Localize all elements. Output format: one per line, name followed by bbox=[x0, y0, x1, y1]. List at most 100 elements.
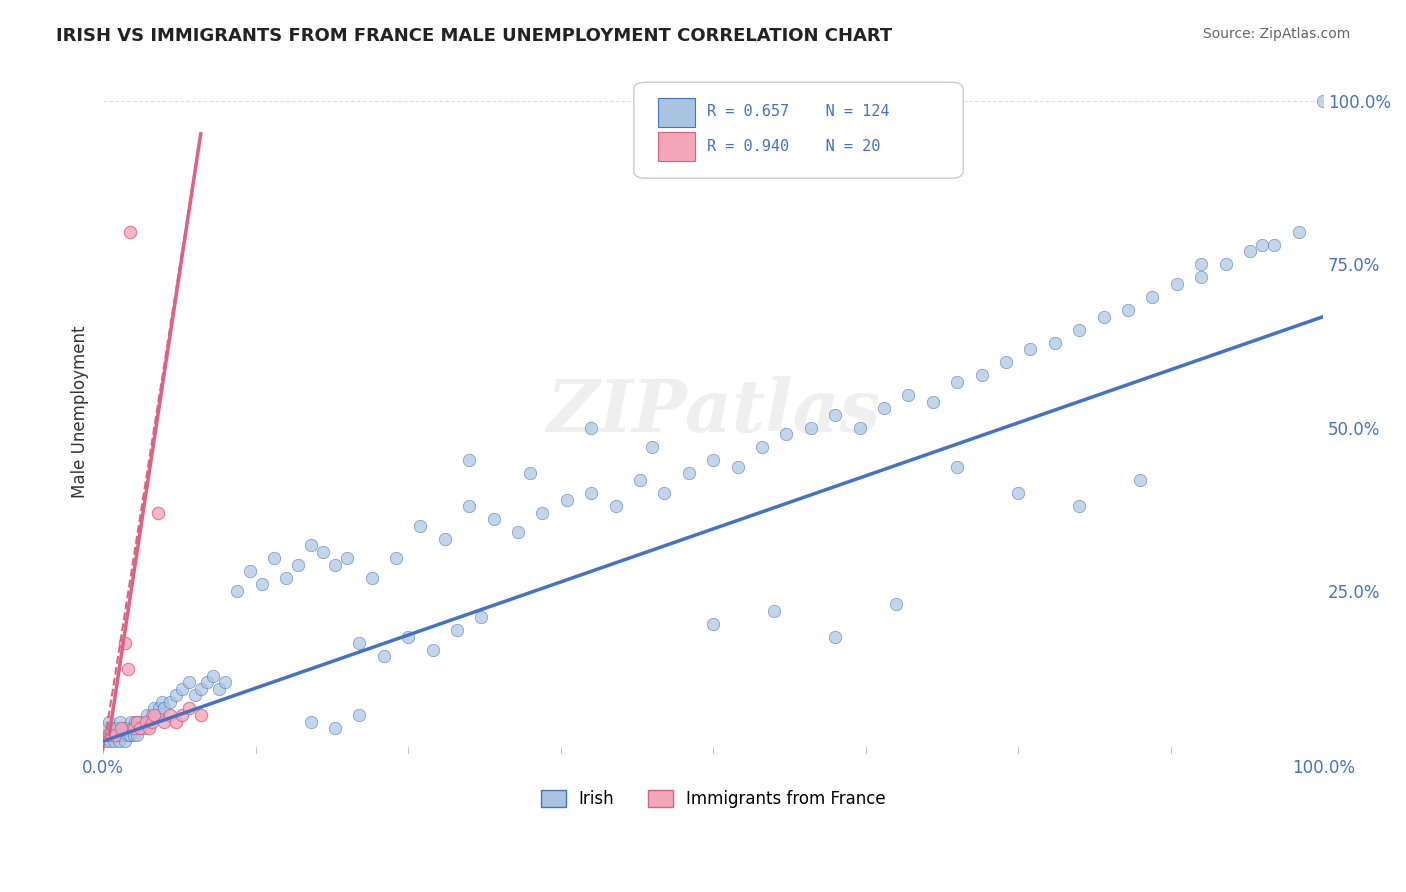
Immigrants from France bbox=[177, 701, 200, 715]
Irish bbox=[226, 583, 249, 598]
FancyBboxPatch shape bbox=[634, 82, 963, 178]
Immigrants from France bbox=[159, 708, 181, 723]
Irish bbox=[128, 721, 150, 735]
Irish bbox=[775, 427, 797, 442]
Irish bbox=[1189, 257, 1212, 271]
Irish bbox=[110, 728, 132, 742]
Irish bbox=[146, 708, 169, 723]
Irish bbox=[360, 571, 382, 585]
Irish bbox=[287, 558, 309, 572]
Irish bbox=[159, 695, 181, 709]
Irish bbox=[201, 669, 224, 683]
Irish bbox=[195, 675, 218, 690]
Irish bbox=[396, 630, 419, 644]
Immigrants from France bbox=[128, 721, 150, 735]
Irish bbox=[1263, 237, 1285, 252]
Irish bbox=[238, 565, 260, 579]
Immigrants from France bbox=[118, 225, 141, 239]
Irish bbox=[1069, 499, 1091, 513]
Irish bbox=[128, 714, 150, 729]
Irish bbox=[1043, 335, 1066, 350]
Irish bbox=[652, 486, 675, 500]
Irish bbox=[1166, 277, 1188, 291]
Irish bbox=[148, 701, 170, 715]
Immigrants from France bbox=[110, 721, 132, 735]
Irish bbox=[727, 459, 749, 474]
Irish bbox=[800, 420, 823, 434]
Irish bbox=[93, 728, 115, 742]
Irish bbox=[1142, 290, 1164, 304]
Irish bbox=[506, 525, 529, 540]
Irish bbox=[96, 721, 118, 735]
Irish bbox=[141, 708, 163, 723]
Irish bbox=[276, 571, 298, 585]
Irish bbox=[120, 714, 142, 729]
Irish bbox=[323, 558, 346, 572]
Immigrants from France bbox=[122, 721, 145, 735]
Irish bbox=[970, 368, 993, 383]
Irish bbox=[250, 577, 273, 591]
Text: ZIPatlas: ZIPatlas bbox=[546, 376, 880, 447]
Irish bbox=[323, 721, 346, 735]
Irish bbox=[172, 681, 194, 696]
Irish bbox=[579, 486, 602, 500]
Immigrants from France bbox=[127, 714, 149, 729]
Irish bbox=[190, 681, 212, 696]
Irish bbox=[136, 708, 159, 723]
Irish bbox=[605, 499, 627, 513]
Irish bbox=[702, 453, 724, 467]
Irish bbox=[263, 551, 285, 566]
Irish bbox=[1092, 310, 1115, 324]
Irish bbox=[1019, 343, 1042, 357]
Irish bbox=[214, 675, 236, 690]
Irish bbox=[641, 440, 664, 454]
Irish bbox=[104, 728, 127, 742]
Irish bbox=[105, 721, 128, 735]
Bar bbox=[658, 98, 695, 127]
Irish bbox=[1069, 323, 1091, 337]
Irish bbox=[124, 714, 146, 729]
Irish bbox=[751, 440, 773, 454]
Irish bbox=[1239, 244, 1261, 259]
Bar bbox=[658, 132, 695, 161]
Immigrants from France bbox=[117, 662, 139, 676]
Text: IRISH VS IMMIGRANTS FROM FRANCE MALE UNEMPLOYMENT CORRELATION CHART: IRISH VS IMMIGRANTS FROM FRANCE MALE UNE… bbox=[56, 27, 893, 45]
Irish bbox=[873, 401, 896, 416]
Immigrants from France bbox=[165, 714, 187, 729]
Immigrants from France bbox=[98, 728, 121, 742]
Irish bbox=[153, 701, 176, 715]
Immigrants from France bbox=[141, 714, 163, 729]
Irish bbox=[208, 681, 231, 696]
Irish bbox=[458, 453, 481, 467]
Irish bbox=[1007, 486, 1029, 500]
Irish bbox=[946, 375, 969, 389]
Irish bbox=[897, 388, 920, 402]
Irish bbox=[121, 721, 143, 735]
Irish bbox=[299, 538, 322, 552]
Irish bbox=[628, 473, 651, 487]
Irish bbox=[678, 467, 700, 481]
Irish bbox=[1189, 270, 1212, 285]
Irish bbox=[114, 734, 136, 748]
Irish bbox=[373, 649, 395, 664]
Irish bbox=[531, 506, 554, 520]
Immigrants from France bbox=[146, 506, 169, 520]
Irish bbox=[470, 610, 492, 624]
Irish bbox=[555, 492, 578, 507]
Irish bbox=[884, 597, 907, 611]
Irish bbox=[579, 420, 602, 434]
Irish bbox=[458, 499, 481, 513]
Immigrants from France bbox=[104, 728, 127, 742]
Irish bbox=[100, 734, 122, 748]
Irish bbox=[150, 695, 173, 709]
Immigrants from France bbox=[190, 708, 212, 723]
Irish bbox=[138, 714, 160, 729]
Irish bbox=[946, 459, 969, 474]
Irish bbox=[107, 728, 129, 742]
Irish bbox=[1215, 257, 1237, 271]
Immigrants from France bbox=[143, 708, 166, 723]
Irish bbox=[115, 721, 138, 735]
Irish bbox=[1129, 473, 1152, 487]
Immigrants from France bbox=[135, 714, 157, 729]
Irish bbox=[1288, 225, 1310, 239]
